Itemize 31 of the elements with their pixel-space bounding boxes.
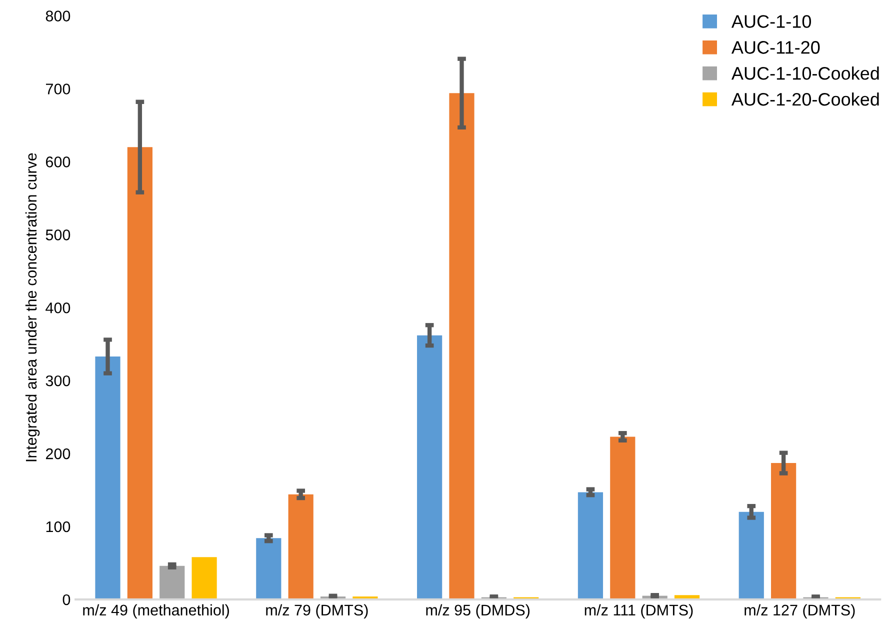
y-tick-label: 200 (46, 448, 70, 460)
bar (610, 436, 636, 600)
y-tick-label: 800 (46, 10, 70, 22)
legend-label: AUC-1-20-Cooked (731, 92, 879, 106)
bar (256, 538, 282, 600)
x-tick-label: m/z 79 (DMTS) (266, 604, 368, 619)
y-tick-label: 500 (46, 230, 70, 240)
bar (192, 557, 217, 600)
legend-label: AUC-1-10-Cooked (731, 66, 879, 80)
bar (449, 93, 474, 600)
y-axis-title: Integrated area under the concentration curve (25, 153, 40, 462)
y-tick-label: 400 (46, 302, 70, 314)
bar (288, 494, 314, 600)
x-tick-label: m/z 49 (methanethiol) (83, 604, 229, 619)
legend-label: AUC-11-20 (731, 41, 820, 54)
bar (127, 147, 152, 600)
bar (95, 356, 120, 600)
y-tick-label: 600 (46, 156, 70, 168)
y-tick-label: 300 (46, 375, 70, 386)
bar (417, 335, 442, 600)
legend-label: AUC-1-10 (731, 15, 812, 28)
x-tick-label: m/z 111 (DMTS) (584, 604, 693, 619)
y-tick-label: 0 (62, 594, 70, 606)
bar (160, 566, 185, 600)
bar (738, 512, 764, 600)
bar (578, 492, 604, 600)
bar (771, 463, 796, 600)
x-tick-label: m/z 95 (DMDS) (426, 604, 530, 619)
y-tick-label: 100 (46, 521, 70, 532)
y-tick-label: 700 (46, 84, 70, 94)
x-tick-label: m/z 127 (DMTS) (744, 604, 855, 619)
